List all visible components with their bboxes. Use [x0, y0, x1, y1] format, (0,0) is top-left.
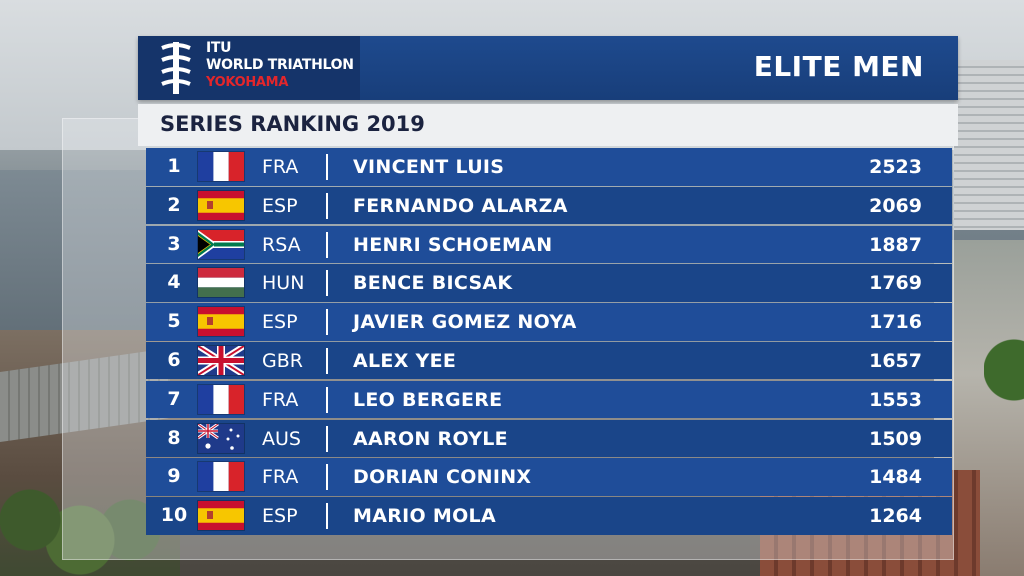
rank-number: 2: [167, 193, 181, 216]
right-building: [954, 60, 1024, 230]
nation-code: HUN: [262, 272, 305, 295]
points: 1769: [869, 272, 922, 295]
separator: [326, 464, 328, 491]
athlete-name: JAVIER GOMEZ NOYA: [353, 311, 577, 334]
athlete-name: FERNANDO ALARZA: [353, 194, 568, 217]
page-title: SERIES RANKING 2019: [160, 112, 425, 136]
points: 1887: [869, 233, 922, 256]
australia-flag-icon: [198, 423, 244, 453]
rank-number: 8: [167, 426, 181, 449]
table-row: 10 ESP MARIO MOLA 1264: [146, 497, 952, 535]
nation-code: FRA: [262, 388, 299, 411]
rank-number: 4: [167, 271, 181, 294]
graphic-header: ITU WORLD TRIATHLON YOKOHAMA ELITE MEN: [138, 36, 958, 100]
separator: [326, 425, 328, 452]
nation-code: AUS: [262, 427, 301, 450]
right-tree: [984, 330, 1024, 410]
rank-number: 3: [167, 232, 181, 255]
table-row: 2 ESP FERNANDO ALARZA 2069: [146, 186, 952, 225]
trees: [0, 480, 160, 576]
athlete-name: DORIAN CONINX: [353, 466, 532, 489]
logo-line-itu: ITU: [206, 40, 232, 56]
points: 2523: [869, 156, 922, 178]
athlete-name: MARIO MOLA: [353, 505, 496, 528]
table-row: 7 FRA LEO BERGERE 1553: [146, 380, 952, 419]
nation-code: ESP: [262, 194, 298, 217]
athlete-name: LEO BERGERE: [353, 388, 503, 411]
table-row: 1 FRA VINCENT LUIS 2523: [146, 148, 952, 186]
separator: [326, 347, 328, 374]
nation-code: ESP: [262, 505, 298, 528]
rank-number: 5: [167, 310, 181, 333]
athlete-name: AARON ROYLE: [353, 427, 508, 450]
france-flag-icon: [198, 384, 244, 414]
table-row: 9 FRA DORIAN CONINX 1484: [146, 458, 952, 496]
separator: [326, 192, 328, 219]
itu-logo-icon: [161, 42, 191, 94]
rank-number: 10: [160, 504, 188, 527]
separator: [326, 503, 328, 530]
nation-code: FRA: [262, 156, 299, 178]
separator: [326, 270, 328, 297]
separator: [326, 231, 328, 258]
nation-code: RSA: [262, 233, 301, 256]
france-flag-icon: [198, 152, 244, 181]
south-africa-flag-icon: [198, 229, 244, 259]
france-flag-icon: [198, 462, 244, 492]
athlete-name: HENRI SCHOEMAN: [353, 233, 553, 256]
event-logo: ITU WORLD TRIATHLON YOKOHAMA: [138, 36, 360, 100]
nation-code: GBR: [262, 349, 303, 372]
rank-number: 6: [167, 348, 181, 371]
spain-flag-icon: [198, 307, 244, 337]
separator: [326, 386, 328, 413]
points: 1553: [869, 388, 922, 411]
rank-number: 1: [167, 155, 181, 177]
table-row: 8 AUS AARON ROYLE 1509: [146, 419, 952, 458]
separator: [326, 154, 328, 180]
spain-flag-icon: [198, 501, 244, 531]
points: 1484: [869, 466, 922, 489]
points: 2069: [869, 194, 922, 217]
rank-number: 7: [167, 387, 181, 410]
table-row: 3 RSA HENRI SCHOEMAN 1887: [146, 225, 952, 264]
separator: [326, 309, 328, 336]
table-row: 5 ESP JAVIER GOMEZ NOYA 1716: [146, 303, 952, 341]
spain-flag-icon: [198, 190, 244, 220]
nation-code: FRA: [262, 466, 299, 489]
athlete-name: ALEX YEE: [353, 349, 457, 372]
points: 1716: [869, 311, 922, 334]
points: 1657: [869, 349, 922, 372]
table-row: 4 HUN BENCE BICSAK 1769: [146, 264, 952, 302]
points: 1509: [869, 427, 922, 450]
rank-number: 9: [167, 465, 181, 488]
uk-flag-icon: [198, 345, 244, 375]
logo-line-world-triathlon: WORLD TRIATHLON: [206, 57, 354, 73]
ranking-table: 1 FRA VINCENT LUIS 2523 2 ESP FERNANDO ALARZ…: [146, 148, 952, 536]
nation-code: ESP: [262, 311, 298, 334]
athlete-name: BENCE BICSAK: [353, 272, 513, 295]
logo-line-city: YOKOHAMA: [206, 75, 289, 90]
table-row: 6 GBR ALEX YEE 1657: [146, 341, 952, 380]
logo-text: ITU WORLD TRIATHLON YOKOHAMA: [206, 40, 354, 91]
athlete-name: VINCENT LUIS: [353, 156, 505, 178]
category-title: ELITE MEN: [753, 50, 924, 83]
subtitle-bar: SERIES RANKING 2019: [138, 104, 958, 146]
hungary-flag-icon: [198, 268, 244, 298]
points: 1264: [869, 505, 922, 528]
